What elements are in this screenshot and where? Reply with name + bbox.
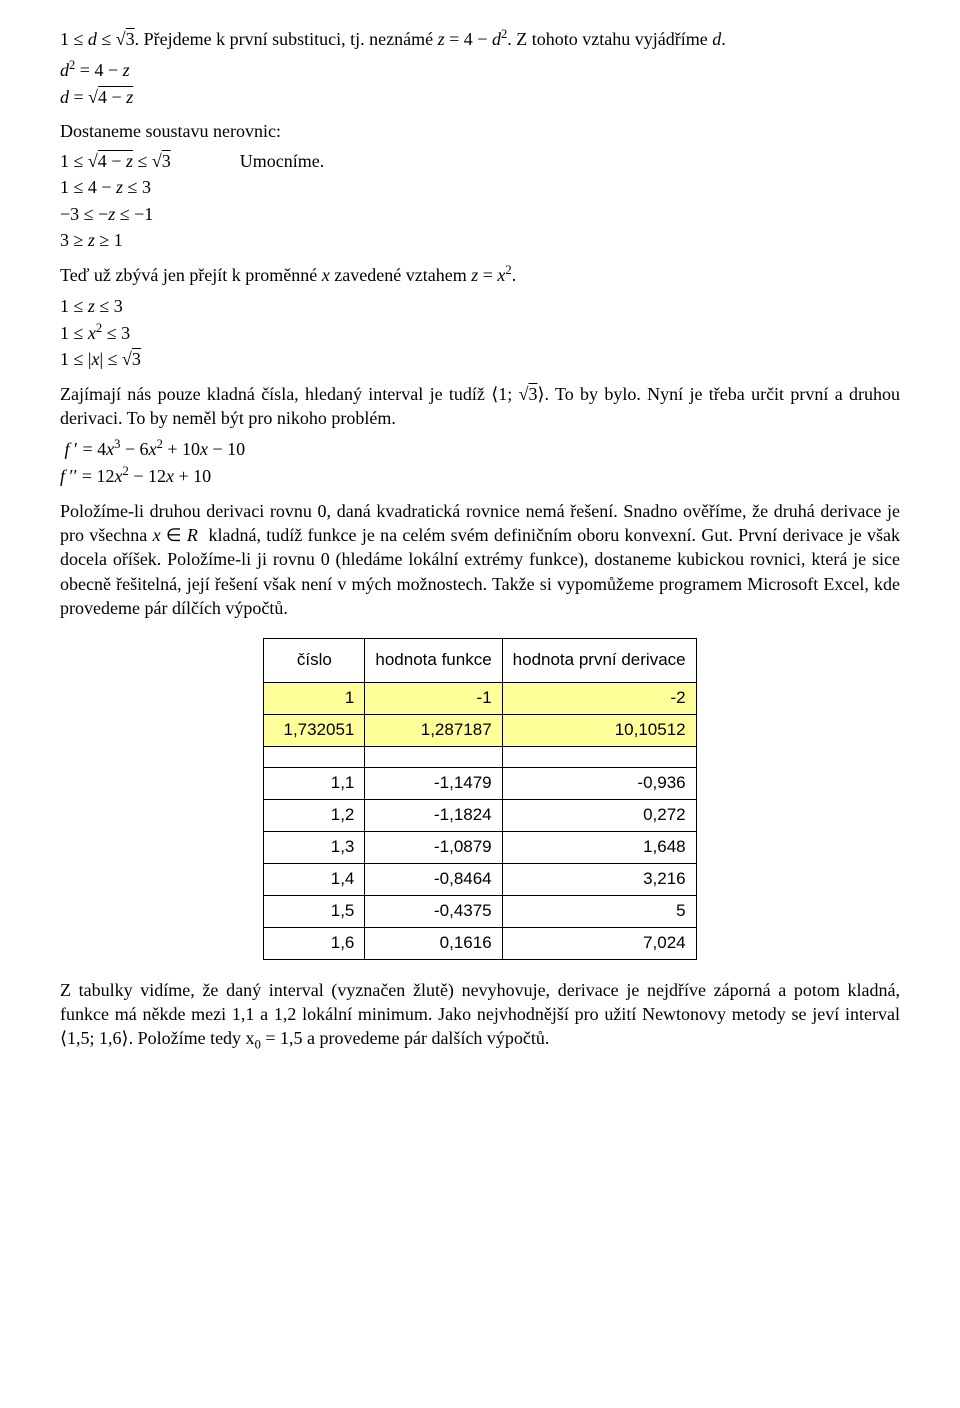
eq-d: d = √4 − z [60, 85, 900, 109]
now-line: Teď už zbývá jen přejít k proměnné x zav… [60, 262, 900, 287]
fprime: f ′ = 4x3 − 6x2 + 10x − 10 [60, 436, 900, 461]
table-cell: -0,936 [502, 768, 696, 800]
z-line-1: 1 ≤ z ≤ 3 [60, 294, 900, 318]
x0-sub: 0 [255, 1038, 261, 1052]
col-header-number: číslo [264, 639, 365, 683]
table-cell: 1,6 [264, 927, 365, 959]
after-table-paragraph: Z tabulky vidíme, že daný interval (vyzn… [60, 978, 900, 1054]
col-header-deriv: hodnota první derivace [502, 639, 696, 683]
table-cell: 1,3 [264, 831, 365, 863]
table-cell: 5 [502, 895, 696, 927]
sys-line-4: 3 ≥ z ≥ 1 [60, 228, 900, 252]
table-cell: 1,2 [264, 799, 365, 831]
table-cell: 1,287187 [365, 715, 502, 747]
table-spacer [264, 747, 696, 768]
excel-table: číslo hodnota funkce hodnota první deriv… [263, 638, 696, 959]
table-cell: 7,024 [502, 927, 696, 959]
sys-line-1: 1 ≤ √4 − z ≤ √3 Umocníme. [60, 149, 900, 173]
table-cell: -0,4375 [365, 895, 502, 927]
sys-note: Umocníme. [240, 151, 324, 171]
col-header-fvalue: hodnota funkce [365, 639, 502, 683]
table-cell: 1,648 [502, 831, 696, 863]
table-cell: 0,272 [502, 799, 696, 831]
fprimeprime: f ′′ = 12x2 − 12x + 10 [60, 463, 900, 488]
table-cell: 10,10512 [502, 715, 696, 747]
z-line-3: 1 ≤ |x| ≤ √3 [60, 347, 900, 371]
table-cell: -1 [365, 683, 502, 715]
sys-line-2: 1 ≤ 4 − z ≤ 3 [60, 175, 900, 199]
table-cell: 0,1616 [365, 927, 502, 959]
body-paragraph: Položíme-li druhou derivaci rovnu 0, dan… [60, 499, 900, 620]
table-cell: -1,0879 [365, 831, 502, 863]
table-row: 1,4-0,84643,216 [264, 863, 696, 895]
intro-line: 1 ≤ d ≤ √3. Přejdeme k první substituci,… [60, 26, 900, 51]
table-cell: -1,1479 [365, 768, 502, 800]
z-block: 1 ≤ z ≤ 3 1 ≤ x2 ≤ 3 1 ≤ |x| ≤ √3 [60, 294, 900, 372]
table-row: 1,60,16167,024 [264, 927, 696, 959]
table-row: 1-1-2 [264, 683, 696, 715]
table-cell: -2 [502, 683, 696, 715]
eq-d2: d2 = 4 − z [60, 57, 900, 82]
table-cell: 3,216 [502, 863, 696, 895]
table-row: 1,7320511,28718710,10512 [264, 715, 696, 747]
deriv-block: f ′ = 4x3 − 6x2 + 10x − 10 f ′′ = 12x2 −… [60, 436, 900, 489]
table-cell: 1 [264, 683, 365, 715]
table-cell: 1,5 [264, 895, 365, 927]
table-row: 1,5-0,43755 [264, 895, 696, 927]
table-header-row: číslo hodnota funkce hodnota první deriv… [264, 639, 696, 683]
table-row: 1,3-1,08791,648 [264, 831, 696, 863]
interval-line: Zajímají nás pouze kladná čísla, hledaný… [60, 382, 900, 431]
table-cell: 1,1 [264, 768, 365, 800]
system-block: 1 ≤ √4 − z ≤ √3 Umocníme. 1 ≤ 4 − z ≤ 3 … [60, 149, 900, 252]
z-line-2: 1 ≤ x2 ≤ 3 [60, 320, 900, 345]
table-cell: 1,732051 [264, 715, 365, 747]
sys-line-3: −3 ≤ −z ≤ −1 [60, 202, 900, 226]
table-cell: -0,8464 [365, 863, 502, 895]
table-cell: -1,1824 [365, 799, 502, 831]
eq-block-1: d2 = 4 − z d = √4 − z [60, 57, 900, 109]
table-row: 1,1-1,1479-0,936 [264, 768, 696, 800]
table-row: 1,2-1,18240,272 [264, 799, 696, 831]
table-cell: 1,4 [264, 863, 365, 895]
system-label: Dostaneme soustavu nerovnic: [60, 119, 900, 143]
